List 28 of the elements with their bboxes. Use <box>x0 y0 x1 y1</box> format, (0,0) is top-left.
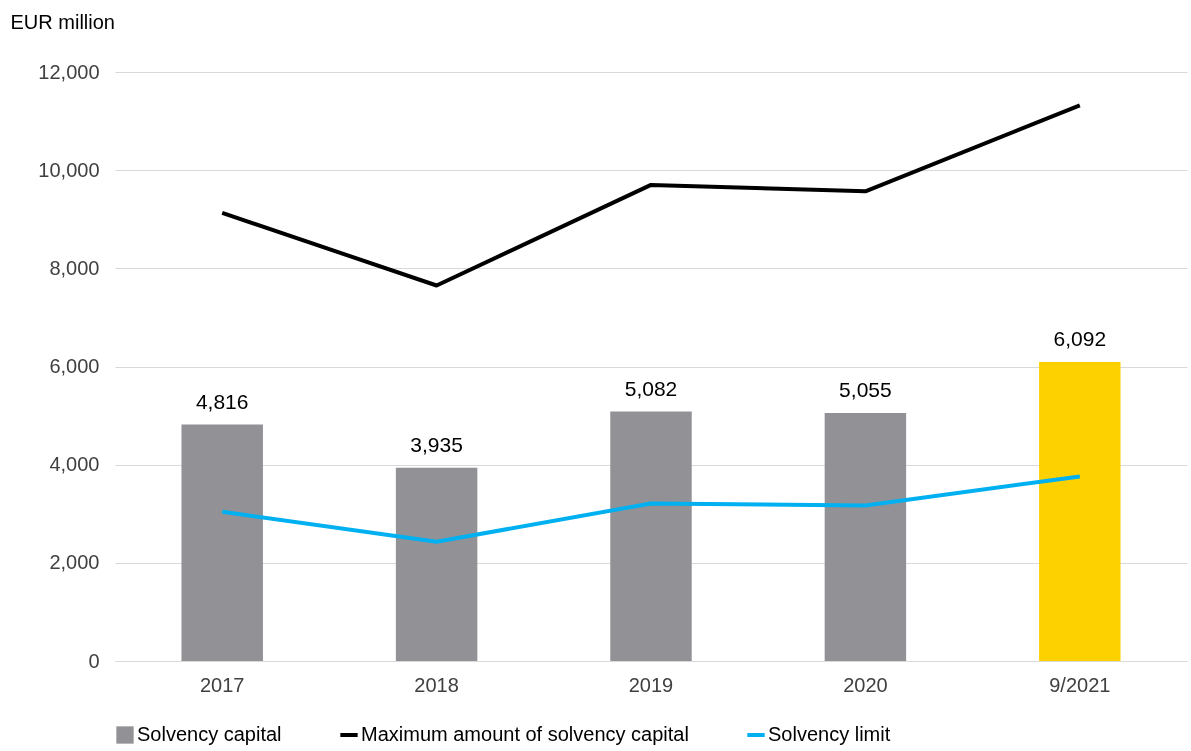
bar <box>395 467 478 661</box>
bar <box>1039 361 1121 661</box>
x-tick-label: 2020 <box>843 673 888 696</box>
x-tick-label: 2019 <box>628 673 674 696</box>
data-label: 3,935 <box>410 432 463 456</box>
y-tick-label: 4,000 <box>49 453 100 476</box>
bar <box>181 424 263 661</box>
data-label: 5,055 <box>839 377 892 401</box>
x-tick-label: 9/2021 <box>1049 673 1111 696</box>
data-label: 4,816 <box>195 389 249 413</box>
y-tick-label: 10,000 <box>38 158 100 181</box>
bar <box>824 412 907 661</box>
y-tick-label: 0 <box>88 649 100 672</box>
bar <box>610 411 692 661</box>
y-tick-label: 6,000 <box>49 355 100 377</box>
y-axis-title: EUR million <box>10 10 115 33</box>
line-series <box>220 474 1082 544</box>
legend-label: Maximum amount of solvency capital <box>361 723 689 745</box>
data-label: 5,082 <box>624 376 678 400</box>
y-tick-label: 2,000 <box>49 551 100 574</box>
x-tick-label: 2018 <box>414 673 459 696</box>
y-tick-label: 12,000 <box>38 60 100 83</box>
legend-label: Solvency capital <box>137 723 282 745</box>
y-tick-label: 8,000 <box>49 256 100 279</box>
legend-label: Solvency limit <box>768 723 891 745</box>
line-series <box>220 103 1082 288</box>
data-label: 6,092 <box>1053 326 1107 350</box>
x-tick-label: 2017 <box>199 673 245 696</box>
